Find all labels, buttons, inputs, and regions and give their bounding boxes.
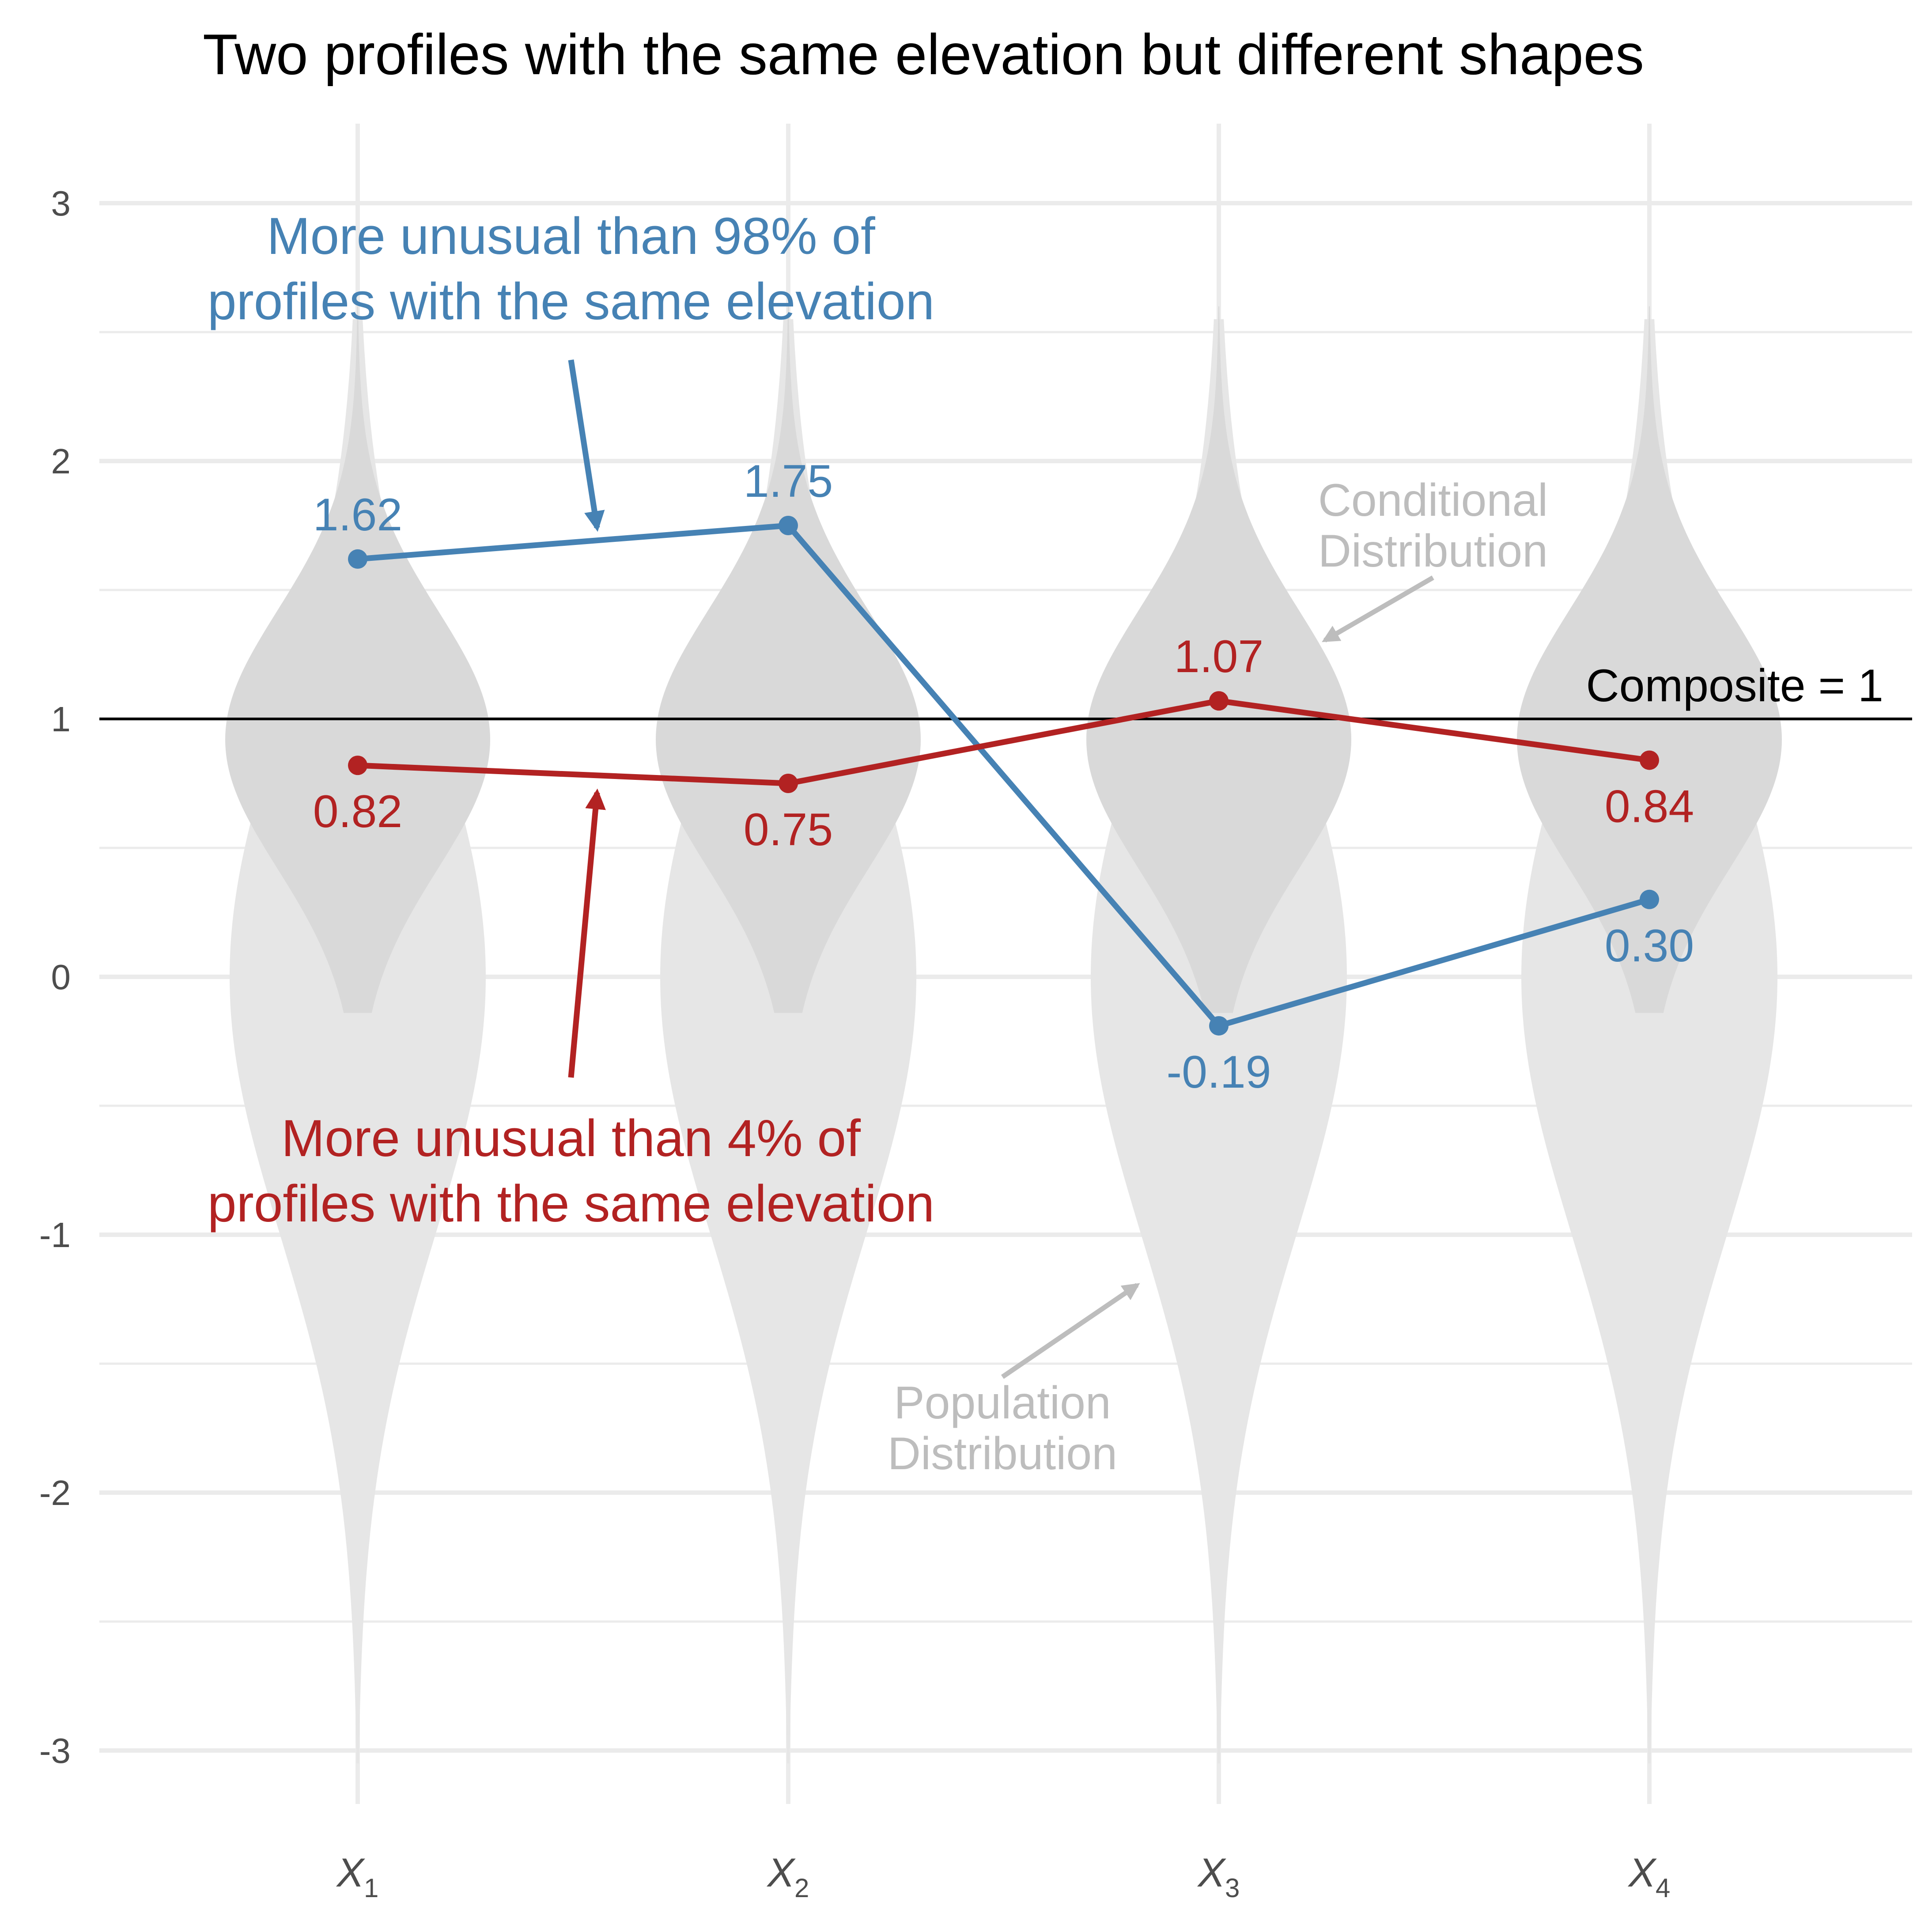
annotation-blue-arrow: [568, 359, 605, 532]
y-axis: -3 -2 -1 0 1 2 3: [39, 184, 71, 1770]
annotations: More unusual than 98% of profiles with th…: [208, 207, 1548, 1479]
x-tick-label: X3: [1197, 1850, 1240, 1903]
data-label: 0.84: [1605, 781, 1694, 832]
reference-line-label: Composite = 1: [1586, 660, 1883, 711]
annotation-red-line: profiles with the same elevation: [208, 1175, 934, 1233]
chart-title: Two profiles with the same elevation but…: [203, 22, 1644, 87]
data-point: [348, 549, 367, 569]
conditional-distribution-violin: [1086, 306, 1351, 1013]
y-tick-label: -3: [39, 1731, 71, 1770]
x-tick-label: X4: [1628, 1850, 1671, 1903]
series-group: 1.62 1.75 -0.19 0.30 0.82 0.75 1.07 0.84: [313, 456, 1694, 1098]
x-tick-base: X: [767, 1850, 796, 1895]
series-line-2: [357, 698, 1650, 786]
annotation-conditional: Conditional Distribution: [1318, 475, 1548, 577]
conditional-distribution-violin: [656, 306, 921, 1013]
x-tick-subscript: 2: [794, 1873, 809, 1903]
x-tick-label: X1: [336, 1850, 379, 1903]
x-tick-subscript: 4: [1656, 1873, 1670, 1903]
data-point: [1640, 889, 1659, 909]
y-tick-label: 2: [51, 442, 71, 481]
annotation-red-arrow: [568, 788, 606, 1078]
x-tick-label: X2: [767, 1850, 809, 1903]
annotation-red: More unusual than 4% of profiles with the…: [208, 1109, 934, 1233]
violins: [225, 306, 1782, 1764]
x-tick-base: X: [336, 1850, 366, 1895]
data-label: 0.82: [313, 786, 402, 837]
y-tick-label: 3: [51, 184, 71, 223]
data-point: [1209, 691, 1229, 711]
annotation-conditional-arrow: [1322, 575, 1434, 643]
annotation-conditional-line: Distribution: [1318, 526, 1548, 577]
data-point: [1209, 1016, 1229, 1036]
conditional-distribution-violin: [225, 306, 490, 1013]
data-label: 0.75: [744, 804, 833, 855]
annotation-blue: More unusual than 98% of profiles with th…: [208, 207, 934, 331]
annotation-population: Population Distribution: [888, 1377, 1117, 1479]
annotation-population-line: Distribution: [888, 1428, 1117, 1479]
data-point: [1640, 750, 1659, 770]
x-tick-subscript: 1: [364, 1873, 378, 1903]
annotation-conditional-line: Conditional: [1318, 475, 1548, 526]
data-label: 1.07: [1174, 631, 1263, 682]
data-label: 0.30: [1605, 920, 1694, 972]
data-label: 1.75: [744, 456, 833, 507]
x-tick-base: X: [1628, 1850, 1657, 1895]
annotation-blue-line: More unusual than 98% of: [267, 207, 875, 265]
data-point: [779, 774, 798, 793]
conditional-distribution-violin: [1517, 306, 1782, 1013]
y-tick-label: -2: [39, 1473, 71, 1512]
y-tick-label: -1: [39, 1215, 71, 1255]
data-label: -0.19: [1166, 1047, 1271, 1098]
annotation-blue-line: profiles with the same elevation: [208, 272, 934, 331]
series-line-1: [357, 522, 1650, 1029]
data-label: 1.62: [313, 489, 402, 541]
x-tick-subscript: 3: [1225, 1873, 1240, 1903]
annotation-population-line: Population: [894, 1377, 1111, 1429]
x-tick-base: X: [1197, 1850, 1227, 1895]
reference-line-group: Composite = 1: [99, 660, 1912, 720]
data-point: [779, 516, 798, 535]
y-tick-label: 1: [51, 699, 71, 739]
annotation-population-arrow: [1001, 1283, 1140, 1379]
x-axis: X1 X2 X3 X4: [336, 1850, 1671, 1903]
y-tick-label: 0: [51, 957, 71, 997]
data-point: [348, 756, 367, 775]
annotation-red-line: More unusual than 4% of: [281, 1109, 861, 1168]
